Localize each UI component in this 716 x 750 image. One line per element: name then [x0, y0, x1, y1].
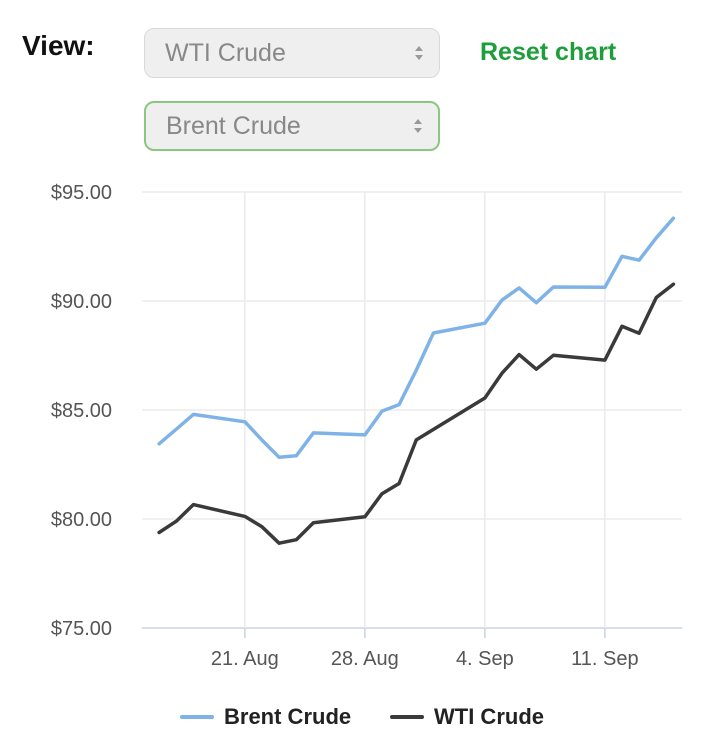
x-axis-ticks: 21. Aug 28. Aug 4. Sep 11. Sep [211, 648, 639, 670]
x-tick-label: 21. Aug [211, 648, 279, 670]
series-select-brent[interactable]: Brent Crude [144, 101, 440, 151]
legend-swatch-wti [390, 715, 424, 719]
legend-item-wti[interactable]: WTI Crude [390, 704, 544, 730]
reset-chart-link[interactable]: Reset chart [480, 38, 617, 66]
x-tick-label: 28. Aug [331, 648, 399, 670]
y-tick-label: $75.00 [51, 618, 112, 640]
select-value: WTI Crude [165, 38, 286, 67]
chart-grid [142, 191, 682, 638]
x-tick-label: 4. Sep [456, 648, 514, 670]
y-tick-label: $90.00 [51, 291, 112, 313]
y-tick-label: $85.00 [51, 400, 112, 422]
legend-item-brent[interactable]: Brent Crude [180, 704, 351, 730]
select-arrows-icon [414, 119, 422, 133]
series-line-wti-crude[interactable] [157, 282, 676, 545]
select-value: Brent Crude [166, 111, 301, 140]
legend-swatch-brent [180, 715, 214, 719]
y-axis-ticks: $95.00 $90.00 $85.00 $80.00 $75.00 [51, 182, 112, 640]
price-chart: $95.00 $90.00 $85.00 $80.00 $75.00 21. Aug 28… [51, 182, 682, 670]
chart-series [157, 216, 676, 545]
view-label: View: [22, 30, 95, 61]
y-tick-label: $95.00 [51, 182, 112, 204]
series-line-brent-crude[interactable] [157, 216, 676, 460]
select-arrows-icon [415, 46, 423, 60]
chart-legend: Brent Crude WTI Crude [0, 704, 716, 740]
x-tick-label: 11. Sep [571, 648, 638, 670]
legend-label-wti: WTI Crude [434, 704, 544, 729]
series-select-wti[interactable]: WTI Crude [144, 28, 440, 78]
legend-label-brent: Brent Crude [224, 704, 352, 729]
y-tick-label: $80.00 [51, 509, 112, 531]
